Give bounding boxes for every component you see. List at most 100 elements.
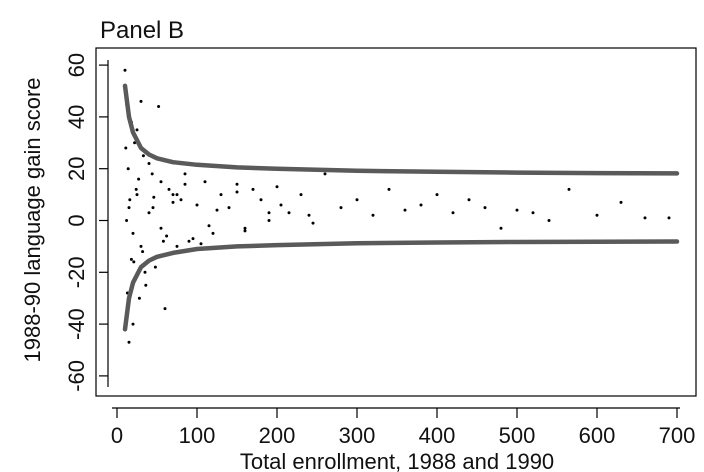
data-point xyxy=(371,213,375,217)
data-point xyxy=(643,216,647,220)
y-tick-label: 20 xyxy=(64,156,89,180)
data-point xyxy=(183,172,187,176)
data-point xyxy=(143,270,147,274)
data-point xyxy=(147,211,151,215)
data-point xyxy=(187,239,191,243)
data-point xyxy=(127,206,131,210)
data-point xyxy=(387,187,391,191)
data-point xyxy=(215,208,219,212)
data-point xyxy=(175,193,179,197)
upper-bound-curve xyxy=(122,83,680,176)
data-point xyxy=(175,244,179,248)
data-point xyxy=(131,231,135,235)
data-point xyxy=(243,226,247,230)
data-point xyxy=(219,193,223,197)
data-point xyxy=(279,203,283,207)
data-point xyxy=(467,198,471,202)
data-point xyxy=(515,208,519,212)
x-tick-label: 200 xyxy=(259,423,296,448)
data-point xyxy=(159,226,163,230)
y-tick-label: -20 xyxy=(64,256,89,288)
x-tick-label: 100 xyxy=(179,423,216,448)
data-point xyxy=(619,200,623,204)
data-point xyxy=(243,229,247,233)
data-point xyxy=(287,211,291,215)
data-point xyxy=(141,250,145,254)
data-point xyxy=(267,211,271,215)
data-point xyxy=(595,213,599,217)
x-tick-label: 500 xyxy=(499,423,536,448)
data-point xyxy=(235,182,239,186)
y-tick-label: 40 xyxy=(64,105,89,129)
data-point xyxy=(203,180,207,184)
data-point xyxy=(435,193,439,197)
data-point xyxy=(135,128,139,132)
data-point xyxy=(171,200,175,204)
data-point xyxy=(157,105,161,108)
x-axis: 0 100 200 300 400 500 600 700 xyxy=(111,407,696,448)
plot-frame xyxy=(95,47,697,397)
y-tick-label: -60 xyxy=(64,360,89,392)
y-tick-label: -40 xyxy=(64,308,89,340)
data-point xyxy=(147,162,151,165)
data-point xyxy=(339,206,343,210)
x-tick-label: 400 xyxy=(419,423,456,448)
data-point xyxy=(667,216,671,220)
y-tick-label: 0 xyxy=(64,214,89,226)
data-point xyxy=(211,231,215,235)
data-point xyxy=(235,190,239,194)
x-tick-label: 700 xyxy=(659,423,696,448)
data-point xyxy=(144,283,148,287)
data-point xyxy=(132,260,136,264)
data-point xyxy=(547,219,551,222)
bound-curves xyxy=(122,83,680,332)
y-axis-label: 1988-90 language gain score xyxy=(20,77,45,362)
data-point xyxy=(127,340,131,344)
x-tick-label: 300 xyxy=(339,423,376,448)
data-point xyxy=(139,244,143,248)
data-point xyxy=(355,198,359,202)
data-point xyxy=(419,203,423,207)
data-point xyxy=(129,257,133,261)
data-point xyxy=(311,221,315,225)
data-point xyxy=(124,146,128,150)
data-point xyxy=(135,193,139,197)
data-point xyxy=(531,211,535,215)
data-point xyxy=(137,177,141,181)
data-point xyxy=(567,187,571,191)
data-point xyxy=(139,99,143,103)
data-point xyxy=(134,187,138,191)
data-point xyxy=(191,237,195,241)
data-point xyxy=(183,182,187,186)
data-point xyxy=(323,172,327,176)
data-point xyxy=(163,307,167,311)
data-point xyxy=(165,234,169,238)
data-point xyxy=(195,203,199,207)
data-point xyxy=(171,193,175,197)
data-point xyxy=(267,219,271,222)
data-point xyxy=(251,187,255,191)
x-tick-label: 0 xyxy=(111,423,123,448)
data-point xyxy=(259,198,263,202)
x-axis-label: Total enrollment, 1988 and 1990 xyxy=(240,449,554,472)
data-point xyxy=(275,185,279,189)
data-point xyxy=(207,224,211,228)
data-point xyxy=(125,219,129,222)
data-point xyxy=(128,198,132,202)
lower-bound-curve xyxy=(122,239,680,332)
data-point xyxy=(499,226,503,230)
data-point xyxy=(299,193,303,197)
data-point xyxy=(150,172,154,176)
data-point xyxy=(199,242,203,246)
data-point xyxy=(161,239,165,243)
data-point xyxy=(131,322,135,326)
data-point xyxy=(133,141,137,145)
data-point xyxy=(137,296,141,300)
data-point xyxy=(451,211,455,215)
data-point xyxy=(227,206,231,210)
data-point xyxy=(483,206,487,210)
data-point xyxy=(126,167,130,171)
panel-title: Panel B xyxy=(100,17,184,44)
data-point xyxy=(141,154,145,158)
